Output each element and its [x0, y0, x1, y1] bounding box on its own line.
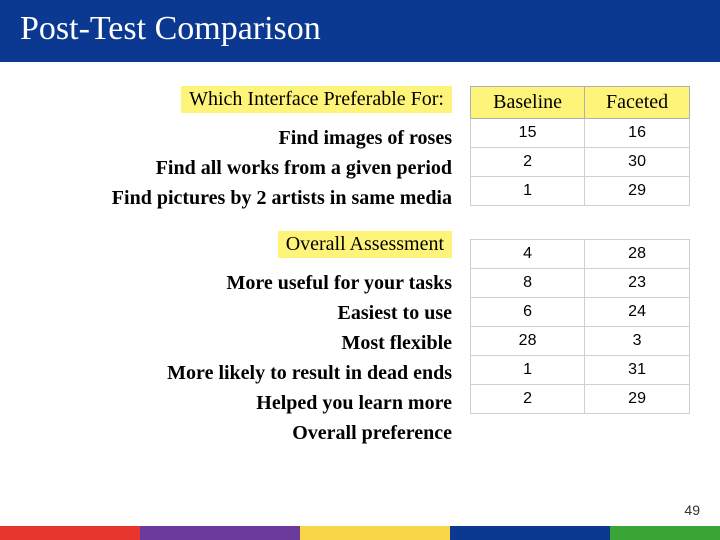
table-header-row: Baseline Faceted: [471, 87, 690, 119]
table-row: 131: [471, 356, 690, 385]
stripe-segment: [140, 526, 300, 540]
cell-baseline: 8: [471, 269, 585, 298]
assessment-labels: More useful for your tasks Easiest to us…: [10, 268, 452, 448]
task-label: Find all works from a given period: [10, 153, 452, 183]
stripe-segment: [610, 526, 720, 540]
table-row: 283: [471, 327, 690, 356]
section2-header: Overall Assessment: [278, 231, 452, 258]
table-row: 129: [471, 177, 690, 206]
cell-faceted: 3: [585, 327, 690, 356]
table-row: 229: [471, 385, 690, 414]
table-row: 1516: [471, 119, 690, 148]
cell-faceted: 23: [585, 269, 690, 298]
labels-column: Which Interface Preferable For: Find ima…: [10, 86, 470, 448]
footer-stripe: [0, 526, 720, 540]
cell-faceted: 31: [585, 356, 690, 385]
table-row: 230: [471, 148, 690, 177]
assess-label: More useful for your tasks: [10, 268, 452, 298]
cell-faceted: 30: [585, 148, 690, 177]
cell-faceted: 29: [585, 385, 690, 414]
table-row: 823: [471, 269, 690, 298]
slide-title: Post-Test Comparison: [0, 0, 720, 62]
col-header-baseline: Baseline: [471, 87, 585, 119]
cell-baseline: 15: [471, 119, 585, 148]
cell-baseline: 28: [471, 327, 585, 356]
assess-label: Most flexible: [10, 328, 452, 358]
cell-baseline: 6: [471, 298, 585, 327]
stripe-segment: [0, 526, 140, 540]
task-label: Find pictures by 2 artists in same media: [10, 183, 452, 213]
cell-faceted: 28: [585, 240, 690, 269]
comparison-table: Baseline Faceted 1516 230 129 428 823 62…: [470, 86, 690, 414]
task-label: Find images of roses: [10, 123, 452, 153]
table-row: 624: [471, 298, 690, 327]
data-column: Baseline Faceted 1516 230 129 428 823 62…: [470, 86, 690, 448]
assess-label: Easiest to use: [10, 298, 452, 328]
content-area: Which Interface Preferable For: Find ima…: [0, 62, 720, 448]
stripe-segment: [450, 526, 610, 540]
section1-header: Which Interface Preferable For:: [181, 86, 452, 113]
cell-faceted: 29: [585, 177, 690, 206]
col-header-faceted: Faceted: [585, 87, 690, 119]
cell-baseline: 4: [471, 240, 585, 269]
cell-baseline: 2: [471, 148, 585, 177]
assess-label: More likely to result in dead ends: [10, 358, 452, 388]
cell-baseline: 1: [471, 177, 585, 206]
cell-faceted: 16: [585, 119, 690, 148]
stripe-segment: [300, 526, 450, 540]
cell-baseline: 2: [471, 385, 585, 414]
slide: Post-Test Comparison Which Interface Pre…: [0, 0, 720, 540]
task-labels: Find images of roses Find all works from…: [10, 123, 452, 213]
page-number: 49: [684, 502, 700, 518]
table-gap: [471, 206, 690, 240]
assess-label: Overall preference: [10, 418, 452, 448]
cell-faceted: 24: [585, 298, 690, 327]
table-row: 428: [471, 240, 690, 269]
cell-baseline: 1: [471, 356, 585, 385]
assess-label: Helped you learn more: [10, 388, 452, 418]
